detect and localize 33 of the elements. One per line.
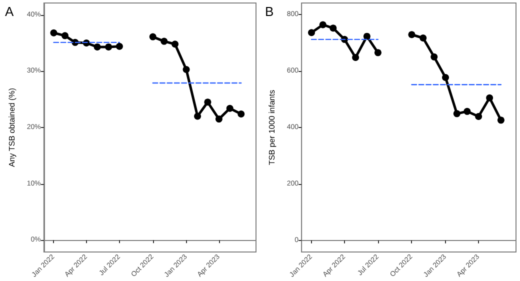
point [319,21,326,28]
point [94,43,101,50]
y-axis-title: Any TSB obtained (%) [8,88,16,168]
chart-title: B [265,4,274,19]
point [475,112,482,120]
point [486,94,494,102]
point [308,29,315,36]
point [453,110,460,118]
point [420,34,427,42]
point [116,42,123,50]
point [330,24,337,32]
point [497,116,504,124]
point [408,31,416,38]
point [215,116,222,123]
point [238,110,245,118]
point [352,54,360,61]
point [442,74,450,82]
point [204,98,212,106]
point [105,43,112,50]
point [50,29,58,36]
point [464,108,471,115]
chart-title: A [5,4,14,19]
y-axis-title: TSB per 1000 infants [268,90,276,166]
point [172,40,179,48]
point [363,32,370,40]
point [160,38,168,45]
point [374,49,382,56]
point [194,112,202,120]
point [226,104,234,112]
point [149,33,156,40]
point [61,32,68,40]
point [430,53,438,60]
point [182,66,190,73]
